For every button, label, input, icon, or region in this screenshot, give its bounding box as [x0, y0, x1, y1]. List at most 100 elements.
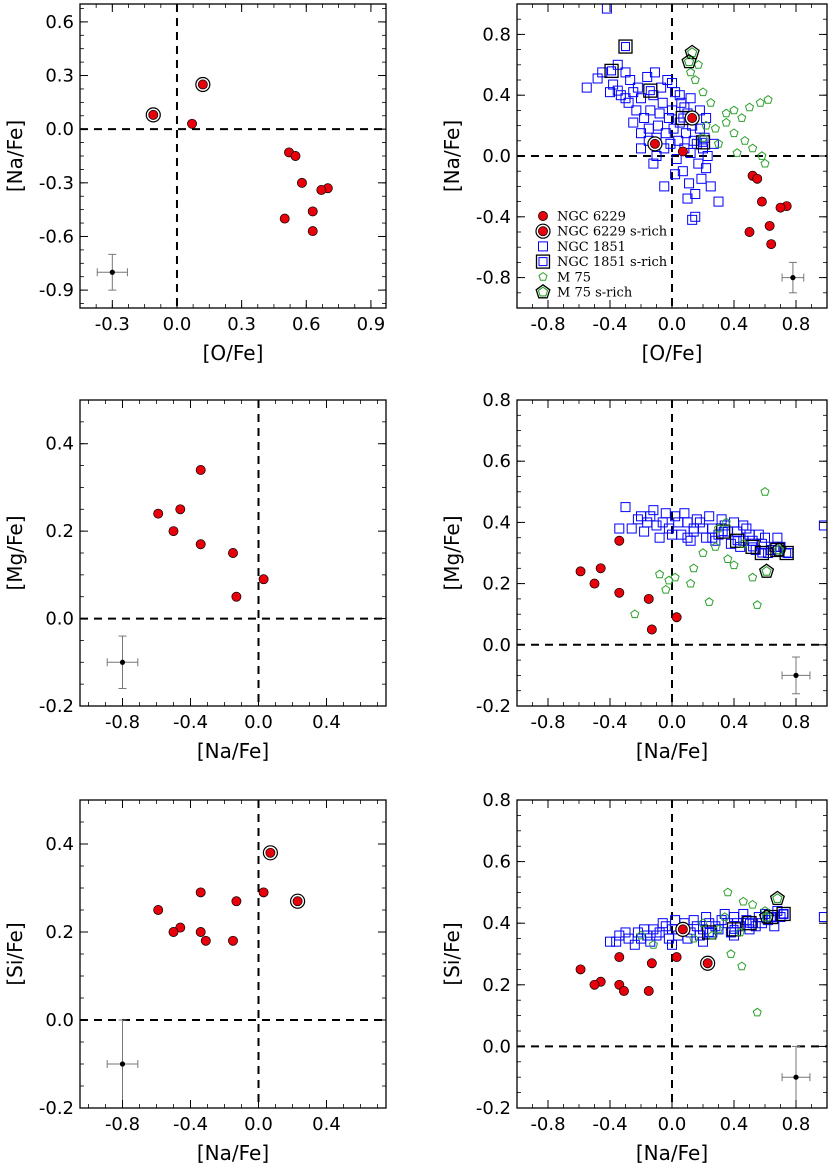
data-point-ngc-1851	[760, 532, 770, 543]
data-point-ngc-6229	[744, 227, 755, 237]
series-m-75	[636, 887, 770, 1017]
data-point-ngc-1851	[623, 933, 634, 944]
x-tick-label: 0.0	[658, 712, 687, 733]
panel-p3: -0.8 -0.4 0.0 0.4 -0.2 0.0 0.2 0.4 [Na/Fe] [Mg/Fe…	[3, 399, 387, 763]
y-tick-label: 0.4	[482, 85, 511, 106]
x-tick-label: 0.0	[244, 1114, 273, 1135]
y-tick-label: -0.2	[476, 696, 511, 717]
data-point-ngc-1851	[688, 526, 699, 537]
y-tick-label: 0.0	[45, 119, 74, 140]
data-point-ngc-1851	[818, 912, 827, 923]
data-point-ngc-6229	[589, 578, 600, 589]
data-point-ngc-1851	[636, 128, 646, 139]
data-point-ngc-1851	[651, 930, 662, 941]
data-point-ngc-1851	[611, 936, 622, 947]
y-tick-label: -0.4	[476, 207, 511, 228]
data-point-ngc-6229	[614, 952, 625, 963]
data-point-ngc-1851	[691, 514, 702, 525]
data-point-m-75	[713, 138, 724, 148]
legend-marker-m-75	[538, 271, 548, 281]
data-point-m-75	[701, 120, 711, 130]
y-tick-label: -0.2	[39, 1098, 74, 1119]
data-point-ngc-1851-s-rich	[604, 63, 619, 79]
data-point-ngc-1851	[698, 523, 708, 534]
data-point-ngc-1851	[705, 181, 716, 192]
data-point-ngc-1851	[701, 912, 712, 923]
data-point-m-75	[723, 554, 733, 563]
x-tick-label: -0.8	[530, 1114, 565, 1135]
data-point-m-75	[760, 158, 770, 168]
x-axis-label: [O/Fe]	[203, 341, 264, 365]
data-point-ngc-1851	[636, 511, 646, 522]
data-point-ngc-1851	[729, 517, 739, 528]
x-tick-label: 0.3	[227, 314, 256, 335]
legend-marker-m-75-s-rich	[535, 283, 551, 299]
y-tick-label: 0.0	[45, 1010, 74, 1031]
data-point-ngc-6229	[764, 220, 775, 231]
data-point-m-75-s-rich	[758, 563, 775, 578]
data-point-ngc-6229	[671, 952, 682, 963]
y-tick-label: 0.6	[482, 852, 511, 873]
data-point-m-75	[710, 123, 720, 133]
data-point-ngc-1851	[597, 67, 608, 78]
data-point-ngc-6229	[200, 935, 211, 946]
legend-entry: NGC 1851	[538, 240, 626, 255]
legend-label: NGC 6229	[557, 210, 626, 225]
y-axis-label: [Si/Fe]	[3, 922, 27, 985]
y-tick-label: 0.8	[482, 390, 511, 411]
y-tick-label: -0.2	[476, 1098, 511, 1119]
data-point-ngc-6229	[643, 593, 654, 604]
data-point-ngc-1851	[701, 113, 712, 123]
data-point-ngc-1851	[725, 927, 736, 938]
data-point-ngc-1851	[729, 912, 739, 923]
x-tick-label: 0.4	[720, 1114, 749, 1135]
data-point-m-75	[752, 600, 762, 609]
x-axis-label: [Na/Fe]	[197, 1141, 269, 1165]
x-tick-label: 0.6	[292, 314, 321, 335]
y-tick-label: 0.4	[482, 913, 511, 934]
data-point-ngc-6229	[297, 177, 307, 188]
data-point-ngc-1851	[614, 930, 625, 941]
data-point-ngc-1851	[636, 933, 646, 944]
data-point-ngc-1851-s-rich	[695, 135, 711, 150]
y-tick-label: 0.4	[45, 834, 74, 855]
data-point-ngc-1851	[696, 173, 707, 184]
data-point-ngc-1851	[605, 87, 615, 98]
data-point-ngc-1851	[701, 163, 712, 174]
data-point-ngc-6229	[575, 964, 586, 975]
data-point-ngc-1851	[605, 936, 615, 947]
series-m-75-s-rich	[758, 541, 787, 578]
data-point-ngc-1851	[620, 502, 631, 513]
data-point-m-75	[721, 117, 731, 127]
error-bar	[106, 1019, 139, 1109]
data-point-m-75	[690, 75, 700, 84]
data-point-ngc-1851	[688, 135, 699, 146]
data-point-ngc-1851	[685, 93, 696, 104]
y-tick-label: 0.4	[45, 434, 74, 455]
data-point-m-75	[723, 887, 733, 897]
data-point-m-75	[744, 102, 755, 112]
x-tick-label: -0.4	[592, 1114, 627, 1135]
data-point-ngc-1851	[648, 505, 659, 516]
panel-p6: -0.8 -0.4 0.0 0.4 0.8 -0.2 0.0 0.2 0.4 0.6 0.8 [Na/…	[440, 790, 828, 1165]
error-bar	[96, 253, 128, 291]
data-point-ngc-1851-s-rich	[643, 83, 658, 98]
data-point-ngc-1851	[651, 151, 662, 161]
data-point-ngc-6229-s-rich	[195, 76, 211, 93]
data-point-ngc-6229	[643, 986, 654, 996]
data-point-m-75	[713, 924, 724, 934]
data-point-m-75	[661, 584, 671, 594]
data-point-ngc-1851	[667, 939, 677, 950]
data-point-ngc-1851	[614, 523, 625, 534]
y-axis-label: [Na/Fe]	[3, 120, 27, 192]
data-point-ngc-6229	[614, 535, 625, 546]
legend-entry: NGC 6229	[538, 210, 626, 225]
data-point-ngc-1851	[682, 517, 693, 528]
data-point-ngc-6229	[646, 624, 657, 635]
data-point-ngc-6229	[589, 979, 600, 990]
x-tick-label: -0.8	[105, 712, 140, 733]
data-point-ngc-6229	[290, 151, 301, 161]
data-point-ngc-6229	[258, 574, 269, 585]
data-point-ngc-1851	[657, 517, 668, 528]
data-point-m-75	[655, 569, 665, 579]
